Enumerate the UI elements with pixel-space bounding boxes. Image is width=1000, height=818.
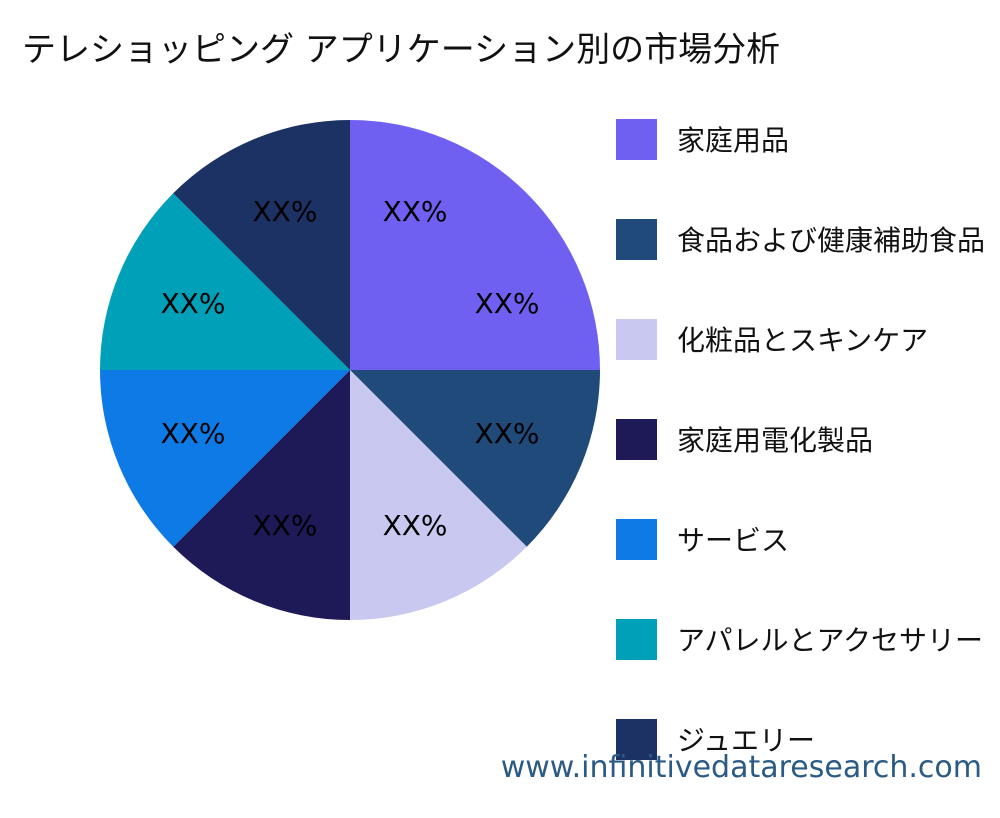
slice-value-label: XX% [160, 417, 225, 450]
legend-swatch [616, 318, 657, 360]
legend: 家庭用品食品および健康補助食品 化粧品とスキンケア 家庭用電化製品 サービスアパレルと… [616, 118, 1000, 818]
pie-slice [100, 370, 350, 547]
legend-label: 家庭用品 [677, 124, 790, 157]
legend-item: サービス [616, 518, 1000, 560]
pie-slice [173, 370, 350, 620]
slice-value-label: XX% [383, 195, 448, 228]
legend-swatch [616, 118, 657, 160]
legend-item: 家庭用電化製品 [616, 418, 1000, 460]
legend-item: 食品および健康補助食品 [616, 218, 1000, 260]
pie-slice [100, 193, 350, 370]
slice-value-label: XX% [383, 509, 448, 542]
pie-slice [350, 120, 600, 370]
pie-slice [173, 120, 350, 370]
legend-swatch [616, 718, 657, 760]
legend-label: 食品および健康補助食品 [677, 224, 986, 257]
legend-label: サービス [677, 524, 790, 557]
legend-label: 家庭用電化製品 [677, 424, 874, 457]
legend-item: アパレルとアクセサリー [616, 618, 1000, 660]
legend-label: アパレルとアクセサリー [677, 624, 984, 657]
chart-title: テレショッピング アプリケーション別の市場分析 [22, 30, 781, 70]
slice-value-label: XX% [475, 287, 540, 320]
slice-value-label: XX% [475, 417, 540, 450]
watermark-link[interactable]: www.infinitivedataresearch.com [500, 750, 982, 785]
legend-swatch [616, 418, 657, 460]
legend-item: ジュエリー [616, 718, 1000, 760]
pie-chart: XX% XX% XX% XX% XX% XX% XX% XX% [100, 120, 600, 620]
legend-item: 化粧品とスキンケア [616, 318, 1000, 360]
slice-value-label: XX% [252, 195, 317, 228]
legend-swatch [616, 218, 657, 260]
slice-value-label: XX% [252, 509, 317, 542]
pie-slice [350, 370, 527, 620]
pie-slice [350, 370, 600, 547]
slice-value-label: XX% [160, 287, 225, 320]
legend-item: 家庭用品 [616, 118, 1000, 160]
legend-swatch [616, 618, 657, 660]
legend-label: ジュエリー [677, 724, 816, 757]
legend-label: 化粧品とスキンケア [677, 324, 929, 357]
legend-swatch [616, 518, 657, 560]
